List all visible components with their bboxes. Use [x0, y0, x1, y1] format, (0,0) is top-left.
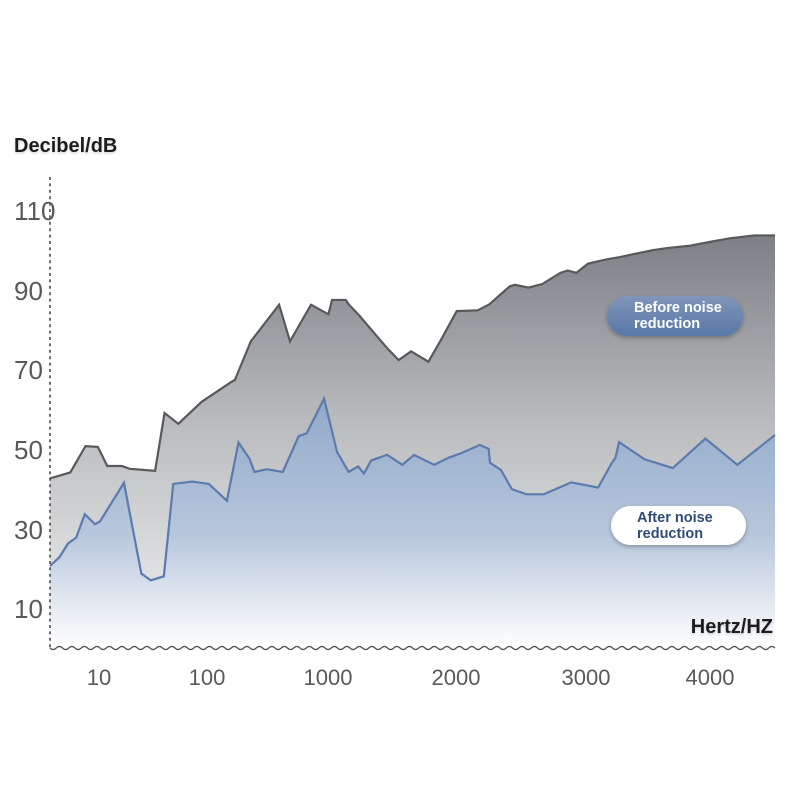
svg-text:110: 110 [14, 196, 55, 226]
svg-text:Hertz/HZ: Hertz/HZ [691, 616, 773, 638]
svg-text:Before noise: Before noise [634, 300, 722, 316]
svg-text:30: 30 [14, 515, 43, 545]
svg-text:After noise: After noise [637, 510, 713, 526]
svg-text:reduction: reduction [637, 526, 703, 542]
svg-text:4000: 4000 [686, 665, 735, 690]
svg-text:90: 90 [14, 276, 43, 306]
svg-text:2000: 2000 [432, 665, 481, 690]
svg-text:50: 50 [14, 435, 43, 465]
svg-text:1000: 1000 [304, 665, 353, 690]
svg-text:10: 10 [87, 665, 111, 690]
svg-text:100: 100 [189, 665, 226, 690]
svg-text:Decibel/dB: Decibel/dB [14, 135, 117, 157]
svg-text:70: 70 [14, 355, 43, 385]
svg-text:reduction: reduction [634, 316, 700, 332]
svg-text:3000: 3000 [562, 665, 611, 690]
svg-text:10: 10 [14, 594, 43, 624]
